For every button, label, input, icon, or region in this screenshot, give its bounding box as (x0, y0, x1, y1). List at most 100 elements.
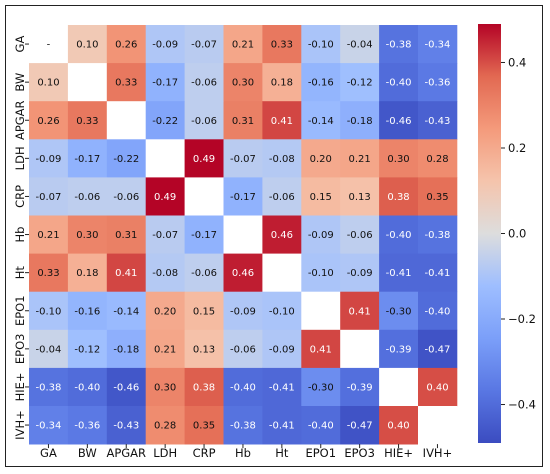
cell-value-label: -0.30 (308, 382, 334, 393)
cell-value-label: -0.06 (230, 344, 256, 355)
cell-value-label: 0.21 (37, 230, 59, 241)
cell-value-label: -0.08 (152, 268, 178, 279)
heatmap-cell (340, 177, 380, 216)
heatmap-cell (301, 63, 341, 102)
heatmap-cell (145, 215, 185, 254)
cell-value-label: 0.41 (310, 344, 332, 355)
cell-value-label: -0.38 (230, 421, 256, 432)
cell-value-label: -0.43 (113, 421, 139, 432)
cell-value-label: -0.09 (152, 40, 178, 51)
cell-value-label: 0.21 (349, 154, 371, 165)
heatmap-cell (145, 101, 185, 140)
heatmap-cell (106, 177, 147, 216)
cell-value-label: -0.17 (230, 192, 256, 203)
heatmap-cell (184, 177, 224, 216)
x-tick-label: APGAR (106, 446, 146, 460)
heatmap-cell (418, 139, 458, 178)
cell-value-label: -0.12 (74, 344, 100, 355)
heatmap-cell (29, 139, 69, 178)
cell-value-label: 0.33 (37, 268, 59, 279)
cell-value-label: -0.22 (152, 116, 178, 127)
heatmap-cell (184, 253, 224, 293)
heatmap-cell (106, 101, 147, 140)
heatmap-cell (379, 329, 419, 369)
heatmap-cell (301, 25, 341, 64)
cell-value-label: 0.49 (193, 154, 215, 165)
heatmap-cell (301, 291, 341, 331)
heatmap-cell (106, 406, 147, 445)
heatmap-cell (418, 329, 458, 369)
cell-value-label: -0.12 (347, 78, 373, 89)
y-tick-label: CRP (13, 185, 27, 208)
cell-value-label: -0.06 (74, 192, 100, 203)
cell-value-label: -0.41 (386, 268, 412, 279)
cell-value-label: 0.15 (310, 192, 332, 203)
heatmap-cell (340, 25, 380, 64)
colorbar-tick-label: 0.2 (508, 141, 526, 155)
heatmap-cell (301, 367, 341, 407)
heatmap-cell (145, 253, 185, 293)
cell-value-label: -0.18 (113, 344, 139, 355)
cell-value-label: 0.21 (154, 344, 176, 355)
cell-value-label: -0.16 (74, 306, 100, 317)
heatmap-cell (106, 367, 147, 407)
heatmap-cell (418, 215, 458, 254)
cell-value-label: -0.30 (386, 306, 412, 317)
heatmap-cell (106, 291, 147, 331)
heatmap-cell (262, 63, 302, 102)
heatmap-cell (301, 139, 341, 178)
cell-value-label: -0.14 (308, 116, 334, 127)
y-tick-label: LDH (13, 146, 27, 170)
cell-value-label: 0.13 (349, 192, 371, 203)
heatmap-cell (29, 406, 69, 445)
heatmap-cell (145, 406, 185, 445)
cell-value-label: -0.14 (113, 306, 139, 317)
heatmap-cell (379, 177, 419, 216)
cell-value-label: 0.46 (271, 230, 293, 241)
heatmap-cell (184, 139, 224, 178)
y-tick-label: Hb (13, 227, 27, 243)
cell-value-label: 0.21 (232, 40, 254, 51)
heatmap-cell (67, 215, 108, 254)
cell-value-label: -0.06 (191, 78, 217, 89)
heatmap-cell (67, 291, 108, 331)
heatmap-cell (67, 253, 108, 293)
heatmap-cell (418, 101, 458, 140)
heatmap-cell (262, 329, 302, 369)
y-tick-label: Ht (13, 266, 27, 280)
cell-value-label: -0.46 (113, 382, 139, 393)
cell-value-label: -0.04 (36, 344, 62, 355)
correlation-heatmap: -0.10 0.26 -0.09 -0.07 0.21 0.33 -0.10 -0.04 -0.… (13, 24, 536, 460)
cell-value-label: 0.35 (193, 421, 215, 432)
heatmap-cell (379, 253, 419, 293)
cell-value-label: -0.16 (308, 78, 334, 89)
y-axis-ticks: GA BW APGAR LDH CRP Hb Ht EPO1 EPO3 HIE+ IVH+ (13, 36, 29, 440)
cell-value-label: -0.06 (269, 192, 295, 203)
heatmap-cell (418, 63, 458, 102)
heatmap-cell (418, 367, 458, 407)
heatmap-cell (29, 25, 69, 64)
heatmap-cell (223, 101, 263, 140)
heatmap-cell (301, 329, 341, 369)
x-tick-label: Hb (235, 446, 251, 460)
heatmap-cell (29, 177, 69, 216)
heatmap-cell (301, 406, 341, 445)
cell-value-label: -0.17 (152, 78, 178, 89)
cell-value-label: 0.35 (426, 192, 448, 203)
cell-value-label: 0.41 (271, 116, 293, 127)
cell-value-label: 0.18 (271, 78, 293, 89)
cell-value-label: -0.04 (347, 40, 373, 51)
cell-value-label: 0.41 (115, 268, 137, 279)
heatmap-cell (262, 215, 302, 254)
heatmap-cell (29, 63, 69, 102)
heatmap-cell (262, 253, 302, 293)
cell-value-label: 0.20 (154, 306, 176, 317)
cell-value-label: 0.10 (37, 78, 59, 89)
cell-value-label: -0.17 (74, 154, 100, 165)
cell-value-label: 0.41 (349, 306, 371, 317)
x-tick-label: LDH (153, 446, 177, 460)
heatmap-cell (262, 25, 302, 64)
cell-value-label: 0.40 (387, 421, 409, 432)
heatmap-cell (67, 177, 108, 216)
heatmap-cell (340, 63, 380, 102)
